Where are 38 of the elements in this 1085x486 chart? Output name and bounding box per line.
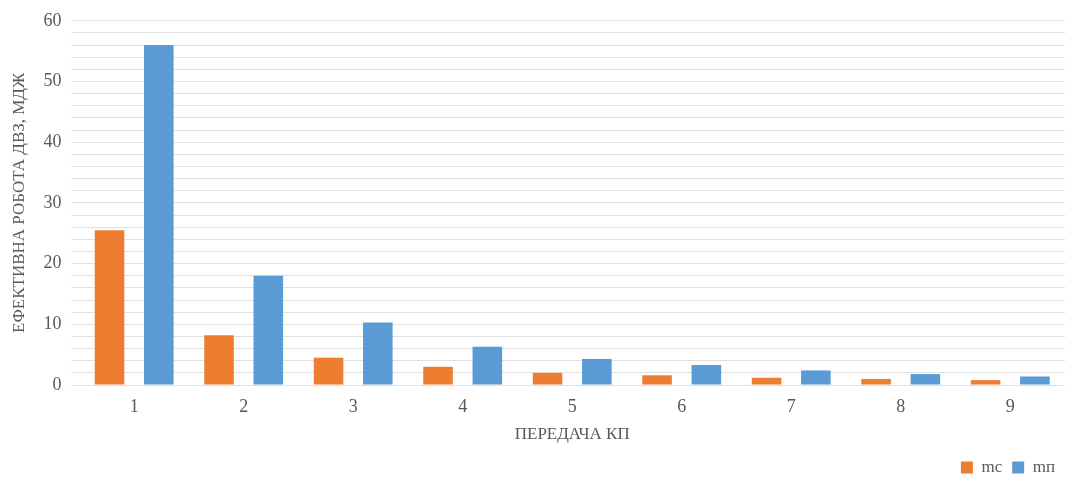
bar	[253, 275, 284, 385]
bar	[691, 364, 722, 385]
y-tick-label: 10	[43, 313, 62, 334]
y-tick-label: 50	[43, 70, 62, 91]
y-axis-title: ЕФЕКТИВНА РОБОТА ДВЗ, МДЖ	[8, 72, 28, 333]
y-tick-label: 40	[43, 130, 62, 151]
bar	[910, 374, 941, 385]
x-tick-label: 4	[458, 395, 468, 416]
x-tick-label: 7	[786, 395, 796, 416]
x-axis-title: ПЕРЕДАЧА КП	[514, 424, 630, 444]
bar	[801, 370, 831, 385]
bar	[472, 346, 503, 385]
bar	[582, 358, 612, 385]
bar	[642, 375, 672, 385]
x-tick-label: 3	[348, 395, 358, 416]
x-tick-label: 9	[1005, 395, 1015, 416]
bar	[1020, 376, 1050, 385]
bar	[363, 322, 393, 385]
y-tick-label: 0	[52, 373, 62, 394]
bar	[313, 357, 344, 385]
legend-label: mп	[1032, 456, 1056, 476]
y-tick-label: 20	[43, 252, 62, 273]
x-tick-label: 6	[677, 395, 687, 416]
bar	[751, 377, 782, 385]
legend-label: mc	[981, 456, 1003, 476]
bar	[861, 378, 891, 385]
x-tick-label: 1	[129, 395, 139, 416]
bar	[144, 45, 174, 385]
x-tick-label: 2	[239, 395, 249, 416]
x-tick-label: 5	[567, 395, 577, 416]
bar	[532, 372, 563, 385]
y-tick-label: 30	[43, 191, 62, 212]
bar	[970, 380, 1001, 385]
y-tick-label: 60	[43, 9, 62, 30]
bar	[423, 366, 453, 385]
bar	[204, 335, 234, 385]
bar	[94, 230, 125, 385]
x-tick-label: 8	[896, 395, 906, 416]
